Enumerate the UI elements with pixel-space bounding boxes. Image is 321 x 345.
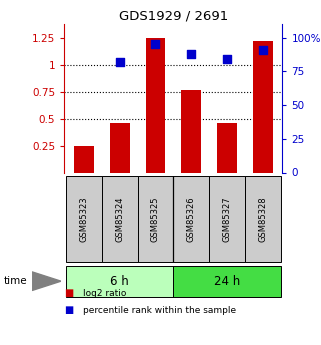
Text: percentile rank within the sample: percentile rank within the sample	[83, 306, 237, 315]
Title: GDS1929 / 2691: GDS1929 / 2691	[119, 10, 228, 23]
Text: time: time	[3, 276, 27, 286]
Text: log2 ratio: log2 ratio	[83, 289, 127, 298]
Bar	[66, 266, 173, 297]
Text: GSM85325: GSM85325	[151, 196, 160, 242]
Bar	[217, 123, 237, 172]
Polygon shape	[32, 272, 61, 290]
Text: GSM85327: GSM85327	[222, 196, 231, 242]
Bar	[173, 176, 209, 262]
Text: 24 h: 24 h	[214, 275, 240, 288]
Point	[189, 51, 194, 57]
Point	[224, 57, 230, 62]
Bar	[138, 176, 173, 262]
Text: GSM85324: GSM85324	[115, 196, 124, 242]
Bar	[173, 266, 281, 297]
Text: GSM85326: GSM85326	[187, 196, 196, 242]
Bar	[66, 176, 102, 262]
Bar	[181, 90, 201, 172]
Point	[260, 47, 265, 52]
Bar	[253, 41, 273, 172]
Bar	[74, 146, 94, 172]
Bar	[245, 176, 281, 262]
Bar	[209, 176, 245, 262]
Text: ■: ■	[64, 306, 74, 315]
Text: GSM85328: GSM85328	[258, 196, 267, 242]
Bar	[102, 176, 138, 262]
Point	[117, 59, 122, 65]
Point	[153, 42, 158, 47]
Text: ■: ■	[64, 288, 74, 298]
Bar	[110, 123, 129, 172]
Bar	[146, 38, 165, 172]
Text: GSM85323: GSM85323	[79, 196, 88, 242]
Text: 6 h: 6 h	[110, 275, 129, 288]
